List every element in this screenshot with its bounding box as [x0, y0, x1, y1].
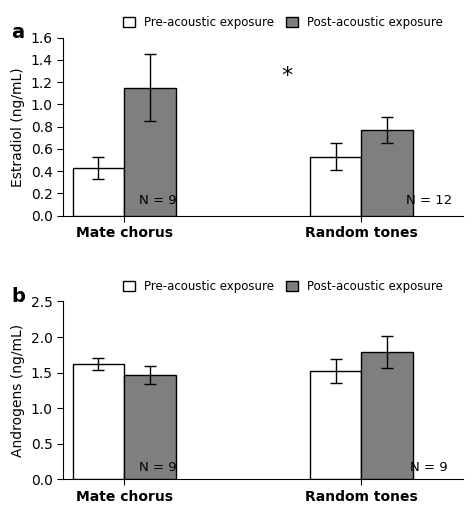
Text: *: *: [282, 66, 292, 85]
Y-axis label: Estradiol (ng/mL): Estradiol (ng/mL): [11, 67, 25, 186]
Legend: Pre-acoustic exposure, Post-acoustic exposure: Pre-acoustic exposure, Post-acoustic exp…: [118, 11, 448, 34]
Bar: [73, 168, 124, 216]
Text: N = 9: N = 9: [139, 194, 177, 207]
Text: b: b: [11, 287, 25, 306]
Bar: [73, 364, 124, 479]
Text: N = 9: N = 9: [410, 461, 448, 474]
Y-axis label: Androgens (ng/mL): Androgens (ng/mL): [11, 324, 25, 457]
Text: a: a: [11, 23, 24, 42]
Legend: Pre-acoustic exposure, Post-acoustic exposure: Pre-acoustic exposure, Post-acoustic exp…: [118, 275, 448, 298]
Bar: [124, 375, 176, 479]
Bar: [310, 157, 361, 216]
Bar: [361, 130, 413, 216]
Bar: [124, 88, 176, 216]
Bar: [361, 352, 413, 479]
Text: N = 12: N = 12: [406, 194, 452, 207]
Bar: [310, 371, 361, 479]
Text: N = 9: N = 9: [139, 461, 177, 474]
